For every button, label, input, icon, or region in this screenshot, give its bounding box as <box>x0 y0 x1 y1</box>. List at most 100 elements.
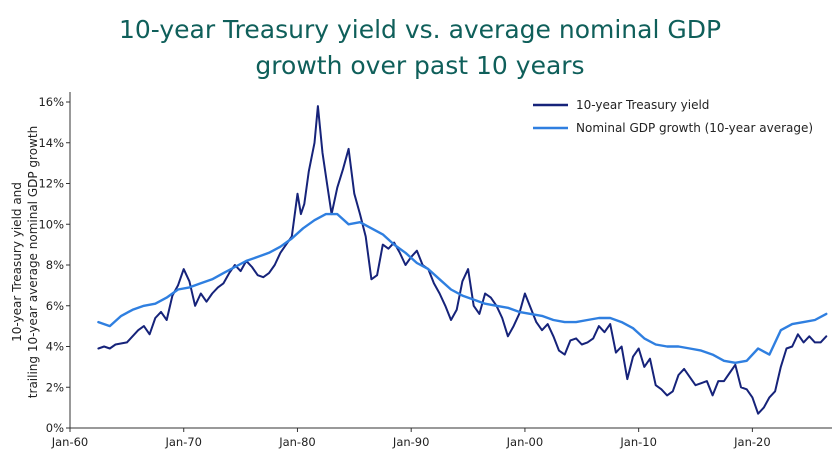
x-tick-label: Jan-00 <box>506 435 544 449</box>
treasury-yield-point <box>536 321 538 323</box>
gdp-growth-point <box>496 305 498 307</box>
treasury-yield-point <box>700 382 702 384</box>
gdp-growth-point <box>700 350 702 352</box>
treasury-yield-point <box>592 338 594 340</box>
treasury-yield-point <box>274 264 276 266</box>
treasury-yield-point <box>382 244 384 246</box>
gdp-growth-point <box>678 346 680 348</box>
treasury-yield-point <box>342 168 344 170</box>
gdp-growth-point <box>814 319 816 321</box>
x-tick-label: Jan-80 <box>278 435 316 449</box>
gdp-growth-point <box>337 213 339 215</box>
treasury-yield-point <box>314 142 316 144</box>
gdp-growth-point <box>405 252 407 254</box>
gdp-growth-point <box>132 309 134 311</box>
treasury-yield-point <box>638 348 640 350</box>
gdp-growth-point <box>712 354 714 356</box>
legend: 10-year Treasury yield Nominal GDP growth… <box>533 98 813 135</box>
treasury-yield-point <box>746 389 748 391</box>
treasury-yield-point <box>450 319 452 321</box>
treasury-yield-point <box>149 334 151 336</box>
treasury-yield-point <box>405 264 407 266</box>
treasury-yield-point <box>740 387 742 389</box>
treasury-yield-point <box>445 305 447 307</box>
gdp-growth-point <box>416 262 418 264</box>
treasury-yield-point <box>365 236 367 238</box>
treasury-yield-point <box>317 105 319 107</box>
x-tick-label: Jan-90 <box>392 435 430 449</box>
treasury-yield-point <box>155 317 157 319</box>
treasury-yield-point <box>609 323 611 325</box>
gdp-growth-point <box>473 299 475 301</box>
treasury-yield-point <box>644 366 646 368</box>
gdp-growth-point <box>302 228 304 230</box>
treasury-yield-point <box>348 148 350 150</box>
treasury-yield-point <box>484 293 486 295</box>
gdp-growth-point <box>143 305 145 307</box>
treasury-yield-point <box>547 323 549 325</box>
gdp-growth-point <box>439 279 441 281</box>
gdp-growth-point <box>393 244 395 246</box>
treasury-yield-point <box>774 391 776 393</box>
gdp-growth-point <box>666 346 668 348</box>
treasury-yield-point <box>308 171 310 173</box>
gdp-growth-point <box>246 260 248 262</box>
chart-title: 10-year Treasury yield vs. average nomin… <box>0 12 840 84</box>
treasury-yield-point <box>240 270 242 272</box>
treasury-yield-point <box>399 252 401 254</box>
treasury-yield-point <box>786 348 788 350</box>
treasury-yield-point <box>211 293 213 295</box>
gdp-growth-point <box>382 234 384 236</box>
gdp-growth-point <box>632 327 634 329</box>
gdp-growth-point <box>518 311 520 313</box>
gdp-growth-point <box>291 238 293 240</box>
treasury-yield-point <box>206 301 208 303</box>
treasury-yield-point <box>143 325 145 327</box>
treasury-yield-point <box>456 309 458 311</box>
gdp-growth-point <box>450 289 452 291</box>
treasury-yield-point <box>300 213 302 215</box>
y-tick-label: 4% <box>46 340 64 354</box>
gdp-growth-point <box>769 354 771 356</box>
treasury-yield-point <box>541 329 543 331</box>
gdp-growth-point <box>803 321 805 323</box>
treasury-yield-point <box>416 250 418 252</box>
treasury-yield-point <box>627 378 629 380</box>
y-axis-label: 10-year Treasury yield and trailing 10-y… <box>10 126 40 398</box>
series-group <box>97 105 828 415</box>
y-tick-label: 16% <box>38 95 64 109</box>
gdp-growth-point <box>655 344 657 346</box>
treasury-yield-point <box>98 348 100 350</box>
y-ticks: 0% 2% 4% 6% 8% 10% 12% 14% 16% <box>38 95 70 435</box>
treasury-yield-point <box>479 313 481 315</box>
treasury-yield-point <box>297 193 299 195</box>
y-axis-label-line-2: trailing 10-year average nominal GDP gro… <box>26 126 40 398</box>
treasury-yield-point <box>826 336 828 338</box>
treasury-yield-point <box>115 344 117 346</box>
treasury-yield-point <box>160 311 162 313</box>
gdp-growth-point <box>98 321 100 323</box>
series-line-treasury-yield <box>97 105 828 415</box>
treasury-yield-point <box>462 281 464 283</box>
y-tick-label: 0% <box>46 421 64 435</box>
treasury-yield-point <box>689 376 691 378</box>
y-axis-label-line-1: 10-year Treasury yield and <box>10 182 24 342</box>
treasury-yield-point <box>712 395 714 397</box>
treasury-yield-point <box>200 293 202 295</box>
y-tick-label: 6% <box>46 299 64 313</box>
treasury-yield-point <box>439 293 441 295</box>
gdp-growth-point <box>689 348 691 350</box>
treasury-yield-point <box>809 336 811 338</box>
treasury-yield-point <box>177 285 179 287</box>
x-tick-label: Jan-70 <box>164 435 202 449</box>
treasury-yield-point <box>678 374 680 376</box>
treasury-yield-point <box>683 368 685 370</box>
treasury-yield-point <box>598 325 600 327</box>
treasury-yield-point <box>513 325 515 327</box>
treasury-yield-point <box>666 395 668 397</box>
gdp-growth-point <box>348 224 350 226</box>
treasury-yield-point <box>723 380 725 382</box>
treasury-yield-point <box>251 266 253 268</box>
treasury-yield-point <box>695 384 697 386</box>
treasury-yield-point <box>632 356 634 358</box>
